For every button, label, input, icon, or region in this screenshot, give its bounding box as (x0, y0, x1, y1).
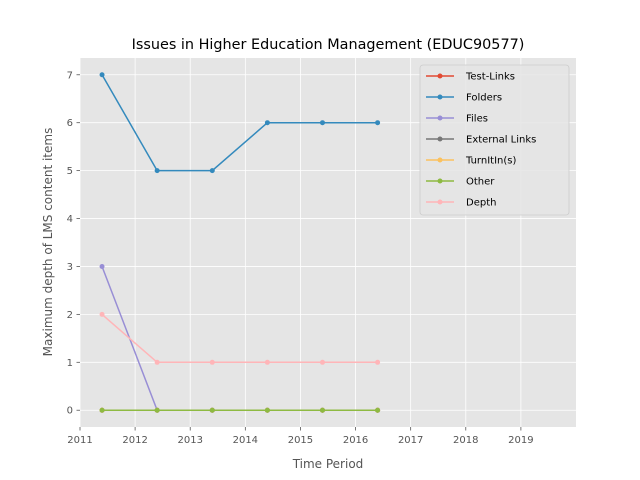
legend-entry: Files (426, 114, 488, 125)
data-point (209, 168, 215, 174)
y-axis-label: Maximum depth of LMS content items (41, 128, 55, 357)
legend-label: Depth (466, 198, 496, 209)
data-point (209, 407, 215, 413)
legend-swatch-marker (437, 94, 443, 100)
legend-swatch-marker (437, 73, 443, 79)
data-point (99, 311, 105, 317)
legend-label: Other (466, 177, 495, 188)
data-point (154, 407, 160, 413)
series-depth (99, 311, 381, 365)
data-point (375, 407, 381, 413)
x-axis-ticks: 2011 2012 2013 2014 2015 2016 2017 2018 2019 (67, 427, 534, 446)
data-point (319, 120, 325, 126)
x-tick-label: 2018 (453, 435, 478, 446)
chart-title: Issues in Higher Education Management (E… (132, 37, 525, 53)
legend-entry: Depth (426, 198, 496, 209)
legend-label: Folders (466, 93, 502, 104)
x-axis-label: Time Period (292, 457, 364, 471)
legend-label: External Links (466, 135, 536, 146)
y-tick-label: 5 (67, 166, 73, 177)
series-layer (99, 72, 381, 413)
legend-entry: Test-Links (426, 72, 515, 83)
legend-swatch-marker (437, 157, 443, 163)
series-other (99, 407, 381, 413)
legend-entry: Other (426, 177, 495, 188)
legend-label: TurnItIn(s) (465, 156, 516, 167)
data-point (209, 359, 215, 365)
x-tick-label: 2019 (508, 435, 533, 446)
y-tick-label: 3 (67, 262, 73, 273)
data-point (99, 263, 105, 269)
x-tick-label: 2011 (67, 435, 92, 446)
legend-entry: Folders (426, 93, 502, 104)
x-tick-label: 2013 (177, 435, 202, 446)
y-tick-label: 0 (67, 406, 73, 417)
x-tick-label: 2014 (233, 435, 258, 446)
data-point (99, 407, 105, 413)
data-point (264, 407, 270, 413)
x-tick-label: 2016 (343, 435, 368, 446)
data-point (264, 120, 270, 126)
series-folders (99, 72, 381, 174)
x-tick-label: 2017 (398, 435, 423, 446)
data-point (99, 72, 105, 78)
y-tick-label: 7 (67, 70, 73, 81)
legend-swatch-marker (437, 136, 443, 142)
legend-swatch-marker (437, 178, 443, 184)
series-line (101, 313, 378, 364)
legend-swatch-marker (437, 199, 443, 205)
y-tick-label: 1 (67, 358, 73, 369)
data-point (319, 359, 325, 365)
legend-entry: External Links (426, 135, 536, 146)
legend-swatch-marker (437, 115, 443, 121)
legend-entry: TurnItIn(s) (426, 156, 516, 167)
y-axis-ticks: 0 1 2 3 4 5 6 7 (67, 70, 80, 417)
y-tick-label: 2 (67, 310, 73, 321)
y-tick-label: 6 (67, 118, 73, 129)
x-tick-label: 2015 (288, 435, 313, 446)
legend-label: Test-Links (465, 72, 515, 83)
data-point (375, 120, 381, 126)
legend-label: Files (466, 114, 488, 125)
y-tick-label: 4 (67, 214, 73, 225)
legend-box (419, 64, 570, 216)
data-point (154, 359, 160, 365)
data-point (375, 359, 381, 365)
data-point (319, 407, 325, 413)
data-point (264, 359, 270, 365)
legend: Test-Links Folders Files External Links Turn… (419, 64, 570, 216)
series-line (101, 74, 378, 172)
data-point (154, 168, 160, 174)
x-tick-label: 2012 (122, 435, 147, 446)
